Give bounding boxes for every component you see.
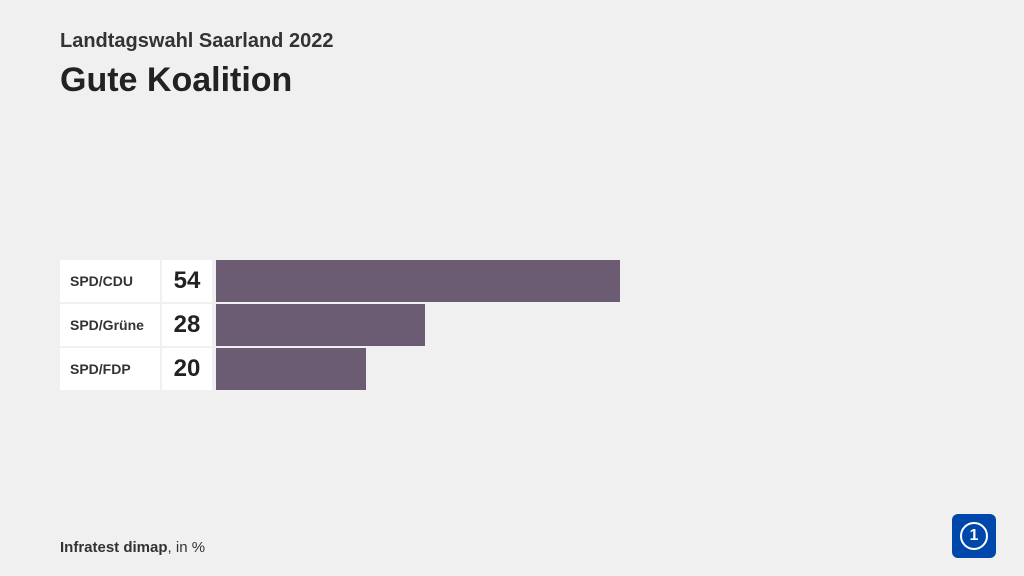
- bar-label: SPD/Grüne: [60, 304, 160, 346]
- subtitle: Landtagswahl Saarland 2022: [60, 30, 964, 53]
- footer: Infratest dimap, in %: [60, 539, 205, 556]
- bar-chart: SPD/CDU 54 SPD/Grüne 28 SPD/FDP 20: [60, 260, 964, 392]
- footer-source: Infratest dimap: [60, 539, 168, 556]
- bar-row: SPD/Grüne 28: [60, 304, 964, 346]
- bar-fill: [216, 304, 425, 346]
- bar-value: 28: [162, 304, 212, 346]
- bar-container: [216, 304, 964, 346]
- footer-unit: , in %: [168, 539, 206, 556]
- bar-value: 20: [162, 348, 212, 390]
- bar-fill: [216, 260, 620, 302]
- bar-fill: [216, 348, 366, 390]
- bar-row: SPD/FDP 20: [60, 348, 964, 390]
- bar-value: 54: [162, 260, 212, 302]
- bar-label: SPD/FDP: [60, 348, 160, 390]
- header: Landtagswahl Saarland 2022 Gute Koalitio…: [0, 0, 1024, 100]
- bar-container: [216, 348, 964, 390]
- page-title: Gute Koalition: [60, 61, 964, 100]
- broadcaster-logo: 1: [952, 514, 996, 558]
- logo-text: 1: [960, 522, 988, 550]
- bar-row: SPD/CDU 54: [60, 260, 964, 302]
- bar-label: SPD/CDU: [60, 260, 160, 302]
- bar-container: [216, 260, 964, 302]
